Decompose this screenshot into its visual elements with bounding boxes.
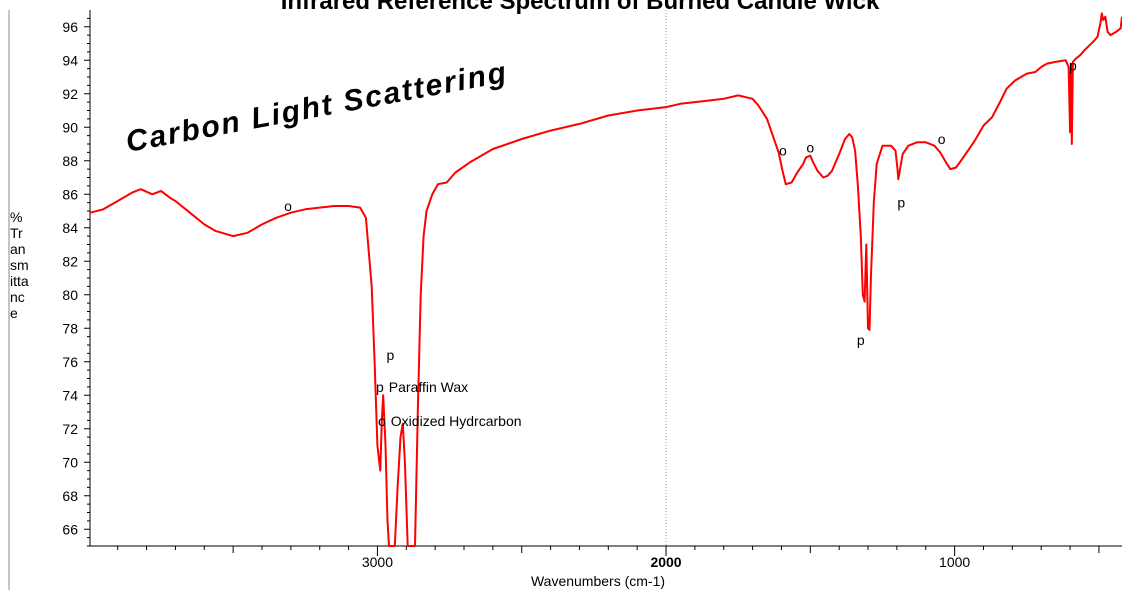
y-axis-label-part: %: [10, 209, 22, 225]
carbon-light-scattering-wordart: Carbon Light Scattering: [123, 56, 510, 159]
y-axis-label-part: e: [10, 305, 18, 321]
legend-text-paraffin: Paraffin Wax: [389, 379, 468, 395]
legend-text-oxidized: Oxidized Hydrcarbon: [391, 413, 522, 429]
y-tick-label: 92: [62, 86, 78, 102]
y-tick-label: 90: [62, 119, 78, 135]
y-tick-label: 78: [62, 320, 78, 336]
y-tick-label: 86: [62, 186, 78, 202]
x-axis-label: Wavenumbers (cm-1): [531, 573, 665, 589]
chart-title: Infrared Reference Spectrum of Burned Ca…: [281, 0, 880, 15]
peak-label-o: o: [938, 131, 946, 147]
y-tick-label: 68: [62, 488, 78, 504]
legend-item-paraffin: p Paraffin Wax: [376, 379, 468, 395]
y-tick-label: 72: [62, 421, 78, 437]
y-axis-label-part: Tr: [10, 225, 23, 241]
y-axis-label-part: nc: [10, 289, 25, 305]
x-tick-label: 2000: [650, 554, 681, 570]
y-tick-label: 66: [62, 521, 78, 537]
y-tick-label: 74: [62, 387, 78, 403]
legend-symbol-p: p: [376, 379, 384, 395]
y-axis-label-part: an: [10, 241, 26, 257]
y-tick-label: 88: [62, 153, 78, 169]
series-line: [89, 12, 1122, 547]
peak-label-p: p: [387, 347, 395, 363]
legend-symbol-o: o: [378, 413, 386, 429]
y-tick-label: 80: [62, 287, 78, 303]
y-tick-label: 82: [62, 253, 78, 269]
peak-label-p: p: [857, 332, 865, 348]
legend: p Paraffin Wax o Oxidized Hydrcarbon: [376, 379, 522, 429]
y-tick-label: 84: [62, 220, 78, 236]
y-tick-label: 70: [62, 454, 78, 470]
x-ticks: 3000 2000 1000: [117, 546, 1100, 570]
peak-label-o: o: [284, 198, 292, 214]
y-tick-label: 96: [62, 19, 78, 35]
y-tick-label: 94: [62, 52, 78, 68]
peak-label-o: o: [806, 139, 814, 155]
x-tick-label: 3000: [362, 554, 393, 570]
y-ticks: 66 68 70 72 74 76 78 80 82 84 86 88 90 92 94 96: [62, 17, 90, 547]
peak-label-p: p: [897, 195, 905, 211]
peak-label-p: p: [1069, 57, 1077, 73]
y-axis-label-part: itta: [10, 273, 29, 289]
peak-label-o: o: [779, 143, 787, 159]
x-tick-label: 1000: [939, 554, 970, 570]
peak-annotations: o p o o p p o p: [284, 57, 1077, 363]
wordart-text: Carbon Light Scattering: [123, 56, 510, 159]
y-axis-label-part: sm: [10, 257, 29, 273]
legend-item-oxidized: o Oxidized Hydrcarbon: [378, 413, 522, 429]
y-tick-label: 76: [62, 354, 78, 370]
